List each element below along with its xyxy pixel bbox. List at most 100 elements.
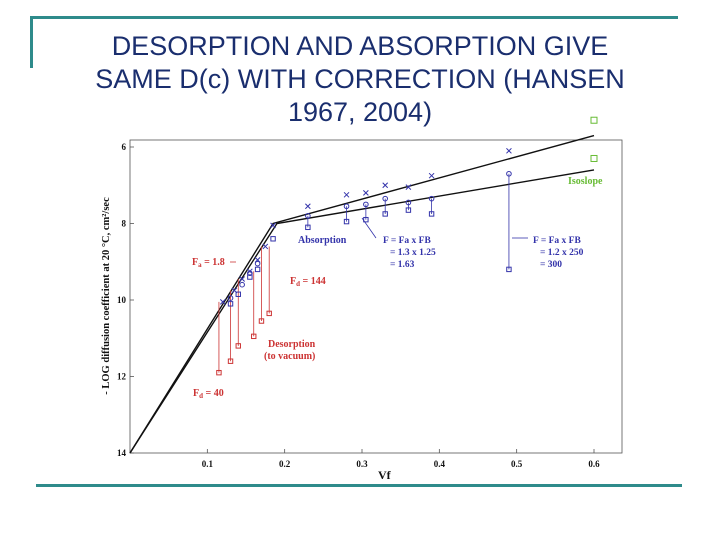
y-tick-label-3: 12 [117, 372, 127, 382]
fit-line-upper [129, 134, 595, 454]
x-tick-label-5: 0.6 [588, 459, 600, 469]
equation-1-leader [361, 217, 377, 239]
leader-lines [230, 217, 528, 263]
fd-40-label: Fd = 40 [193, 388, 224, 400]
y-tick-label-1: 8 [122, 219, 127, 229]
isoslope-point-1 [590, 154, 598, 162]
fd-144-label: Fd = 144 [290, 276, 326, 288]
absorption_square-point-8 [382, 211, 388, 217]
absorption_o-point-5 [343, 203, 350, 210]
absorption_o-point-4 [305, 213, 311, 219]
absorption_o-point-9 [428, 195, 435, 202]
equation-2-line-3: = 300 [540, 260, 562, 270]
absorption_x-point-12-b [428, 172, 435, 179]
absorption_o-point-8 [405, 199, 412, 206]
chart-axes [129, 139, 623, 454]
x-tick-label-3: 0.4 [434, 459, 446, 469]
equation-2-line-1: F = Fa x FB [533, 236, 581, 246]
absorption_x-point-5 [262, 243, 269, 250]
absorption_x-point-0-b [219, 299, 226, 305]
absorption_x-point-2 [239, 276, 245, 282]
absorption_square-point-1 [235, 291, 241, 297]
fit-line-lower [129, 169, 595, 454]
absorption_x-point-7-b [305, 203, 311, 210]
equation-1-line-2: = 1.3 x 1.25 [390, 248, 436, 258]
equation-2: F = Fa x FB = 1.2 x 250 = 300 [533, 236, 584, 270]
absorption_x-point-10-b [382, 182, 389, 189]
equation-1-line-1: F = Fa x FB [383, 236, 431, 246]
absorption_x-point-1-b [231, 287, 238, 294]
absorption_square-point-11 [506, 266, 512, 273]
fa-label: Fa = 1.8 [192, 257, 225, 269]
absorption_square-point-2 [247, 274, 253, 280]
absorption_o-point-1 [239, 281, 245, 288]
absorption_x-point-9-b [363, 190, 369, 196]
absorption_x-point-2-b [239, 276, 245, 282]
y-axis-label: - LOG diffusion coefficient at 20 °C, cm… [101, 197, 112, 395]
x-axis-label: Vf [378, 468, 392, 482]
equation-2-line-2: = 1.2 x 250 [540, 248, 584, 258]
y-tick-label-4: 14 [117, 448, 127, 458]
frame-left-rule [30, 16, 33, 68]
absorption_x-point-13 [506, 147, 512, 154]
desorption-point-4 [258, 318, 265, 324]
absorption_x-point-6 [270, 222, 276, 229]
absorption_square-point-4 [270, 236, 276, 242]
equation-1-line-3: = 1.63 [390, 260, 415, 270]
isoslope-point-0 [590, 116, 598, 124]
absorption_square-point-5 [305, 224, 311, 231]
desorption-point-5 [266, 310, 272, 317]
x-tick-label-1: 0.2 [279, 459, 291, 469]
absorption_x-point-8 [343, 191, 350, 198]
absorption_x-point-7 [305, 203, 311, 210]
plot-frame [129, 139, 623, 454]
absorption_x-point-13-b [506, 147, 512, 154]
desorption-point-0 [216, 369, 222, 376]
slide-title: DESORPTION AND ABSORPTION GIVE SAME D(c)… [40, 30, 680, 129]
y-tick-label-2: 10 [117, 295, 127, 305]
frame-bottom-rule [36, 484, 682, 487]
absorption_square-point-10 [428, 211, 435, 217]
desorption-label-2: (to vacuum) [264, 351, 315, 362]
absorption_square-point-3 [254, 266, 261, 273]
absorption_o-point-10 [506, 170, 512, 177]
absorption_x-point-12 [428, 172, 435, 179]
y-tick-label-0: 6 [122, 142, 127, 152]
absorption_square-point-6 [343, 218, 350, 225]
desorption-point-2 [235, 343, 241, 349]
isoslope-label: Isoslope [568, 176, 603, 187]
absorption_x-point-11-b [405, 184, 412, 191]
data-markers [216, 116, 598, 376]
equation-1: F = Fa x FB = 1.3 x 1.25 = 1.63 [383, 236, 436, 270]
fit-lines [129, 134, 595, 454]
absorption_x-point-8-b [343, 191, 350, 198]
absorption_o-point-0 [227, 295, 234, 301]
title-line-2: SAME D(c) WITH CORRECTION (HANSEN [95, 64, 625, 94]
absorption-label: Absorption [298, 235, 347, 246]
absorption_o-point-2 [247, 270, 253, 277]
tick-labels: 0.1 0.2 0.3 0.4 0.5 0.6 6 8 10 12 14 [117, 142, 600, 469]
absorption_x-point-5-b [262, 243, 269, 250]
desorption-point-1 [227, 358, 234, 364]
desorption-point-3 [251, 333, 257, 340]
absorption_square-point-0 [227, 301, 234, 307]
x-tick-label-2: 0.3 [356, 459, 368, 469]
frame-top-rule [32, 16, 678, 19]
absorption_x-point-10 [382, 182, 389, 189]
tick-marks [130, 146, 595, 454]
title-line-3: 1967, 2004) [287, 97, 433, 127]
absorption_square-point-9 [405, 207, 412, 213]
absorption_square-point-7 [363, 216, 369, 223]
x-tick-label-4: 0.5 [511, 459, 523, 469]
absorption_o-point-3 [254, 260, 261, 267]
desorption-label-1: Desorption [268, 339, 316, 350]
absorption_x-point-9 [363, 190, 369, 196]
absorption_x-point-0 [219, 299, 226, 305]
absorption_x-point-11 [405, 184, 412, 191]
absorption_o-point-7 [382, 195, 389, 202]
title-line-1: DESORPTION AND ABSORPTION GIVE [111, 31, 609, 61]
x-tick-label-0: 0.1 [202, 459, 214, 469]
absorption_o-point-6 [363, 201, 369, 208]
absorption_x-point-6-b [270, 222, 276, 229]
